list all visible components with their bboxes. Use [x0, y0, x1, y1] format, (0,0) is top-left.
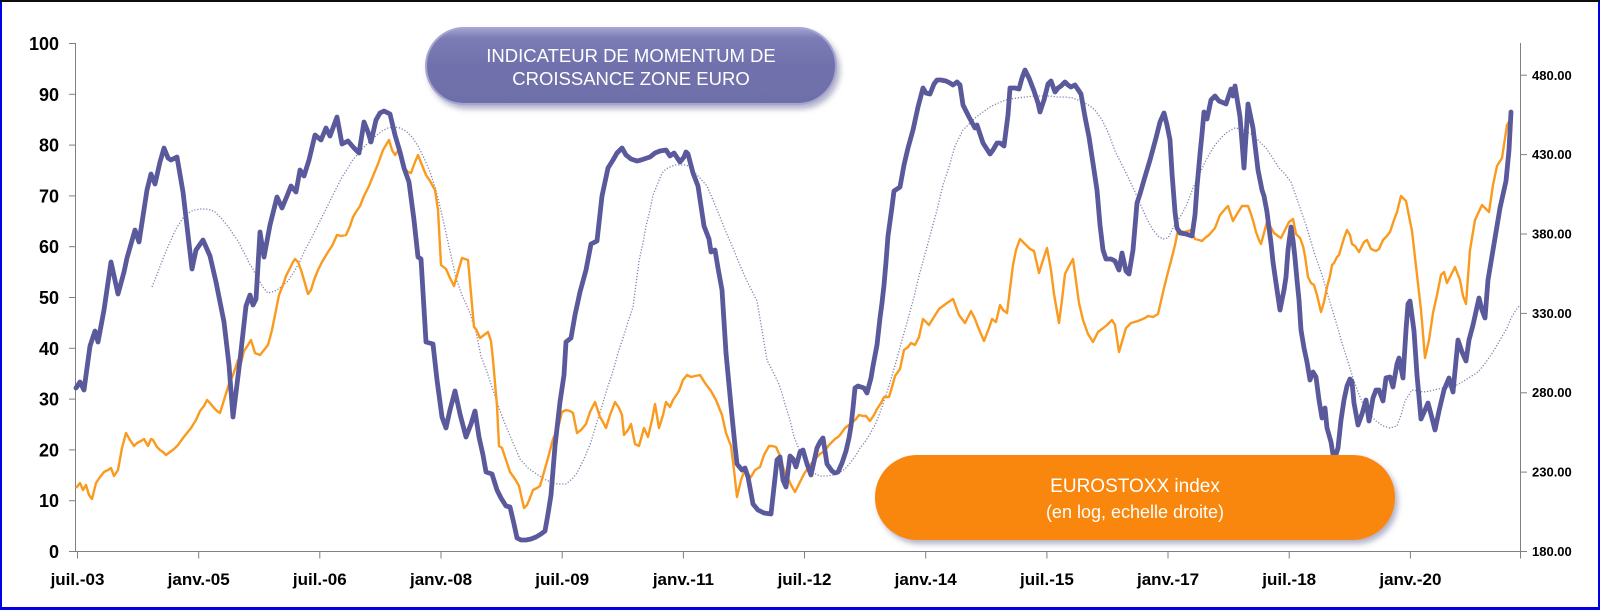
svg-text:janv.-08: janv.-08: [409, 570, 472, 589]
svg-text:juil.-18: juil.-18: [1261, 570, 1316, 589]
svg-text:juil.-03: juil.-03: [50, 570, 105, 589]
svg-text:janv.-05: janv.-05: [167, 570, 230, 589]
svg-text:430.00: 430.00: [1532, 147, 1572, 162]
svg-text:juil.-09: juil.-09: [534, 570, 589, 589]
svg-text:juil.-15: juil.-15: [1019, 570, 1074, 589]
svg-text:0: 0: [49, 542, 59, 562]
svg-text:380.00: 380.00: [1532, 227, 1572, 242]
svg-text:280.00: 280.00: [1532, 385, 1572, 400]
svg-text:90: 90: [39, 85, 59, 105]
svg-text:20: 20: [39, 440, 59, 460]
svg-text:60: 60: [39, 237, 59, 257]
svg-text:40: 40: [39, 339, 59, 359]
svg-text:CROISSANCE ZONE EURO: CROISSANCE ZONE EURO: [512, 68, 749, 89]
svg-text:330.00: 330.00: [1532, 306, 1572, 321]
svg-text:EUROSTOXX index: EUROSTOXX index: [1050, 476, 1220, 497]
svg-text:180.00: 180.00: [1532, 544, 1572, 559]
svg-text:juil.-06: juil.-06: [292, 570, 347, 589]
svg-text:juil.-12: juil.-12: [777, 570, 832, 589]
svg-text:80: 80: [39, 136, 59, 156]
svg-text:INDICATEUR DE MOMENTUM DE: INDICATEUR DE MOMENTUM DE: [486, 45, 776, 66]
svg-text:10: 10: [39, 491, 59, 511]
svg-text:janv.-14: janv.-14: [894, 570, 958, 589]
svg-text:100: 100: [29, 34, 59, 54]
svg-text:janv.-11: janv.-11: [652, 570, 714, 589]
svg-text:50: 50: [39, 288, 59, 308]
svg-text:janv.-20: janv.-20: [1378, 570, 1441, 589]
svg-text:230.00: 230.00: [1532, 465, 1572, 480]
svg-text:janv.-17: janv.-17: [1136, 570, 1199, 589]
svg-text:70: 70: [39, 186, 59, 206]
svg-text:30: 30: [39, 390, 59, 410]
svg-text:(en log, echelle droite): (en log, echelle droite): [1046, 502, 1224, 522]
svg-text:480.00: 480.00: [1532, 68, 1572, 83]
